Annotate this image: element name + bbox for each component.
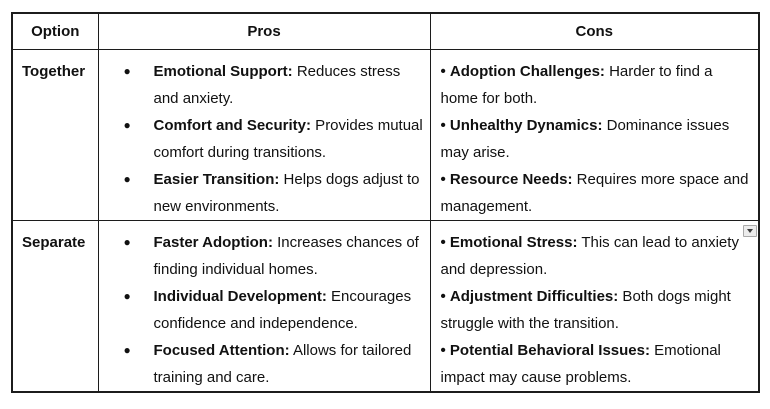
list-item: Focused Attention: Allows for tailored t…: [99, 337, 424, 391]
list-item: Potential Behavioral Issues: Emotional i…: [441, 337, 751, 391]
item-text: Dominance issues may arise.: [440, 117, 730, 161]
option-cell: Separate: [11, 220, 99, 393]
item-text: Increases chances of finding individual …: [153, 234, 419, 278]
list-item: Adoption Challenges: Harder to find a ho…: [441, 58, 751, 112]
list-item: Individual Development: Encourages confi…: [99, 283, 424, 337]
item-label: Emotional Support:: [153, 63, 293, 80]
list-item: Resource Needs: Requires more space and …: [441, 166, 751, 220]
pros-list: Faster Adoption: Increases chances of fi…: [99, 229, 424, 391]
item-text: Reduces stress and anxiety.: [153, 63, 401, 107]
list-item: Adjustment Difficulties: Both dogs might…: [441, 283, 751, 337]
cons-cell: Adoption Challenges: Harder to find a ho…: [429, 49, 760, 221]
table-row-separate: Separate Faster Adoption: Increases chan…: [11, 220, 760, 393]
item-text: Allows for tailored training and care.: [153, 342, 412, 386]
item-text: Provides mutual comfort during transitio…: [153, 117, 423, 161]
list-item: Unhealthy Dynamics: Dominance issues may…: [441, 112, 751, 166]
option-cell: Together: [11, 49, 99, 221]
header-cons: Cons: [429, 12, 760, 50]
item-label: Individual Development:: [153, 288, 327, 305]
item-label: Easier Transition:: [153, 171, 280, 188]
item-text: Both dogs might struggle with the transi…: [440, 288, 731, 332]
item-label: Focused Attention:: [153, 342, 290, 359]
table-row-together: Together Emotional Support: Reduces stre…: [11, 49, 760, 221]
header-option: Option: [11, 12, 99, 50]
item-label: Faster Adoption:: [153, 234, 273, 251]
item-label: Unhealthy Dynamics:: [449, 117, 603, 134]
item-text: Emotional impact may cause problems.: [440, 342, 721, 386]
list-item: Comfort and Security: Provides mutual co…: [99, 112, 424, 166]
item-label: Emotional Stress:: [449, 234, 578, 251]
list-item: Faster Adoption: Increases chances of fi…: [99, 229, 424, 283]
item-label: Adoption Challenges:: [449, 63, 605, 80]
item-text: This can lead to anxiety and depression.: [440, 234, 739, 278]
item-label: Adjustment Difficulties:: [449, 288, 619, 305]
header-row: Option Pros Cons: [11, 12, 760, 50]
pros-cell: Faster Adoption: Increases chances of fi…: [97, 220, 431, 393]
pros-cell: Emotional Support: Reduces stress and an…: [97, 49, 431, 221]
list-item: Emotional Support: Reduces stress and an…: [99, 58, 424, 112]
item-text: Helps dogs adjust to new environments.: [153, 171, 420, 215]
item-label: Potential Behavioral Issues:: [449, 342, 650, 359]
cons-cell: Emotional Stress: This can lead to anxie…: [429, 220, 760, 393]
item-text: Encourages confidence and independence.: [153, 288, 412, 332]
item-text: Requires more space and management.: [440, 171, 749, 215]
list-item: Easier Transition: Helps dogs adjust to …: [99, 166, 424, 220]
chevron-down-icon: [747, 229, 753, 233]
pros-cons-table: Option Pros Cons Together Emotional Supp…: [11, 12, 760, 393]
item-label: Resource Needs:: [449, 171, 573, 188]
pros-list: Emotional Support: Reduces stress and an…: [99, 58, 424, 220]
item-label: Comfort and Security:: [153, 117, 312, 134]
item-text: Harder to find a home for both.: [440, 63, 713, 107]
list-item: Emotional Stress: This can lead to anxie…: [441, 229, 751, 283]
header-pros: Pros: [97, 12, 431, 50]
scroll-dropdown-button[interactable]: [743, 225, 757, 237]
